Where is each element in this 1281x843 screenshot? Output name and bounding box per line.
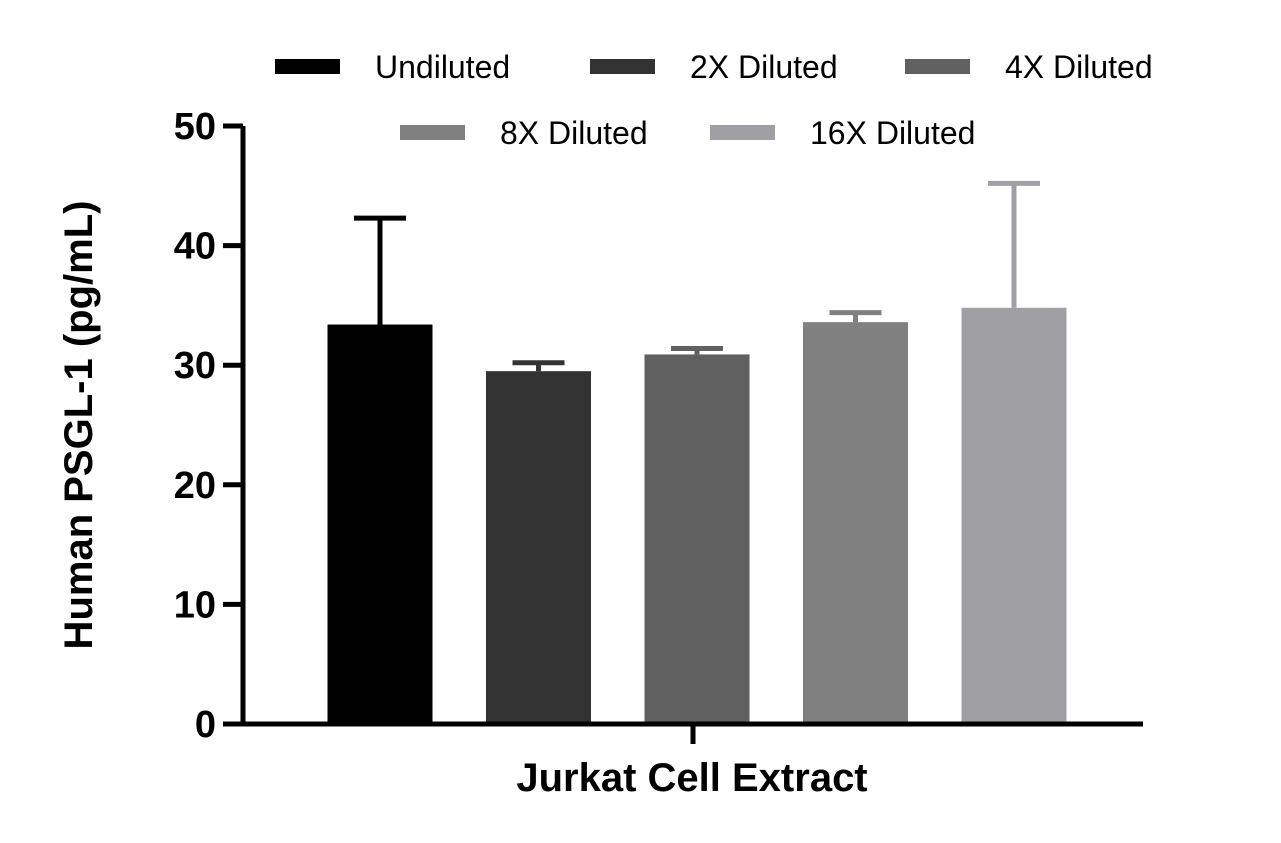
x-axis-title: Jurkat Cell Extract bbox=[516, 756, 867, 800]
y-tick-label: 30 bbox=[174, 345, 216, 387]
bar-1 bbox=[327, 324, 433, 724]
bar-2 bbox=[486, 371, 591, 724]
y-axis-title: Human PSGL-1 (pg/mL) bbox=[57, 201, 101, 650]
bars-group bbox=[327, 307, 1067, 724]
bar-4 bbox=[803, 322, 908, 724]
y-tick-label: 20 bbox=[174, 465, 216, 507]
y-tick-label: 40 bbox=[174, 226, 216, 268]
bar-5 bbox=[961, 307, 1067, 724]
legend-label-4: 8X Diluted bbox=[500, 115, 648, 151]
y-tick-label: 10 bbox=[174, 584, 216, 626]
legend-label-3: 4X Diluted bbox=[1005, 49, 1153, 85]
legend-swatch-5 bbox=[710, 125, 775, 140]
legend-label-5: 16X Diluted bbox=[810, 115, 975, 151]
legend-label-1: Undiluted bbox=[375, 49, 510, 85]
legend: Undiluted 2X Diluted 4X Diluted 8X Diluted 1… bbox=[275, 49, 1153, 151]
y-axis: 0 10 20 30 40 50 bbox=[174, 106, 246, 746]
legend-label-2: 2X Diluted bbox=[690, 49, 838, 85]
error-bars-group bbox=[354, 180, 1040, 372]
legend-swatch-2 bbox=[590, 59, 655, 74]
y-tick-label: 0 bbox=[195, 704, 216, 746]
y-tick-label: 50 bbox=[174, 106, 216, 148]
bar-3 bbox=[644, 354, 750, 724]
legend-swatch-4 bbox=[400, 125, 465, 140]
legend-swatch-1 bbox=[275, 59, 340, 74]
x-axis bbox=[241, 721, 1143, 744]
legend-swatch-3 bbox=[905, 59, 970, 74]
